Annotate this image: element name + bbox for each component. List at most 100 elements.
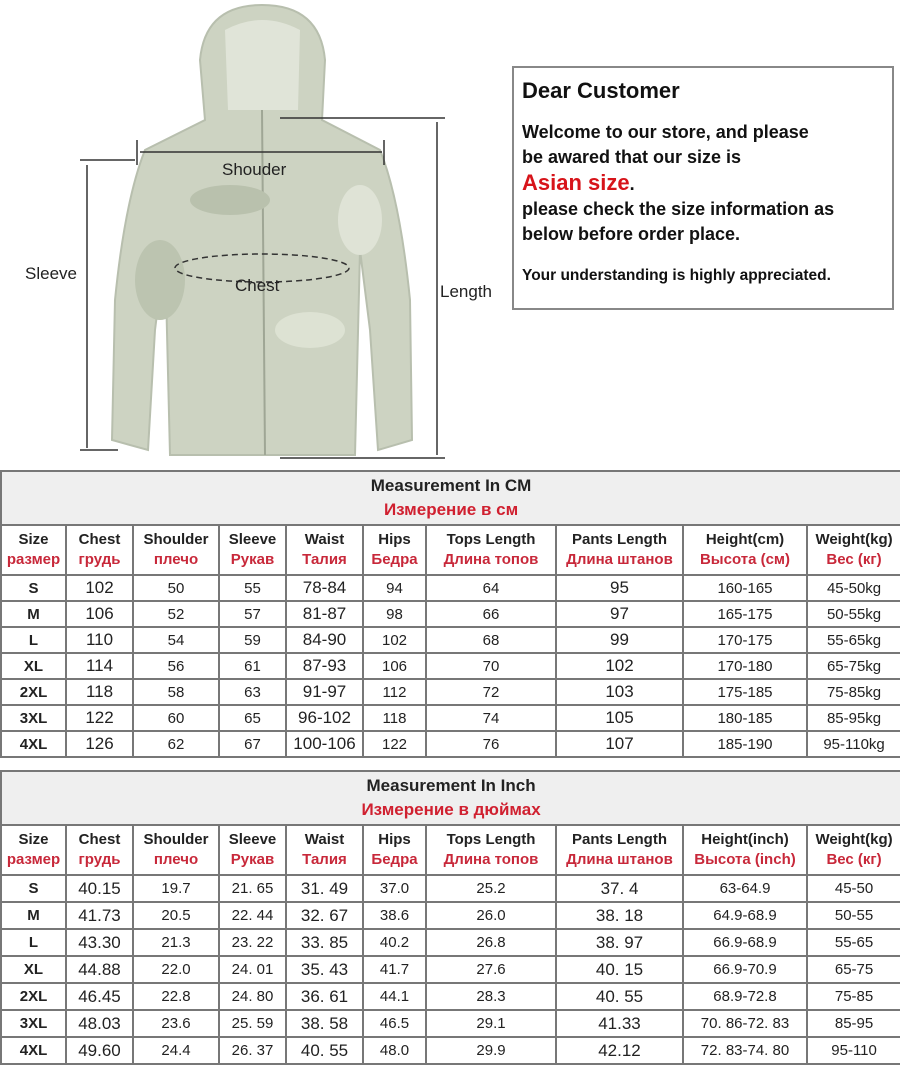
table-cell: 22.0 [132,955,220,984]
table-cell: 21. 65 [218,874,287,903]
notice-line: Welcome to our store, and please [522,122,809,142]
table-cell: 56 [132,652,220,680]
table-cell: 37.0 [362,874,427,903]
table-cell: 96-102 [285,704,364,732]
header-en: Size [18,831,49,848]
header-ru: Талия [302,551,347,568]
table-cell: 72 [425,678,557,706]
title-ru: Измерение в см [383,500,519,519]
table-cell: 38. 58 [285,1009,364,1038]
header-en: Weight(kg) [815,831,893,848]
column-header: Sleeve Рукав [218,824,287,876]
table-cell: 114 [65,652,134,680]
table-cell: 29.1 [425,1009,557,1038]
table-cell: 102 [65,574,134,602]
table-cell: 122 [362,730,427,758]
table-cell: 23. 22 [218,928,287,957]
table-cell: 28.3 [425,982,557,1011]
header-ru: Высота (inch) [694,851,796,868]
title-en: Measurement In Inch [366,776,536,795]
table-cell: 68 [425,626,557,654]
table-cell: M [0,901,67,930]
table-cell: 180-185 [682,704,808,732]
table-cell: 99 [555,626,684,654]
column-header: Size размер [0,524,67,576]
table-cell: 40. 15 [555,955,684,984]
column-header: Hips Бедра [362,524,427,576]
table-title-row: Measurement In Inch Измерение в дюймах [0,770,900,826]
table-cell: 95-110 [805,1036,900,1065]
table-cell: 66.9-70.9 [682,955,808,984]
table-cell: 170-180 [682,652,808,680]
table-cell: 35. 43 [285,955,364,984]
table-cell: XL [0,652,67,680]
jacket-diagram [80,3,445,459]
length-label: Length [440,282,492,301]
table-cell: 105 [555,704,684,732]
table-cell: 21.3 [132,928,220,957]
table-cell: 126 [65,730,134,758]
table-cell: 19.7 [132,874,220,903]
column-header: Tops Length Длина топов [425,824,557,876]
table-row: M 41.73 20.5 22. 44 32. 67 38.6 26.0 38. 18 64.9… [0,901,900,930]
column-header: Hips Бедра [362,824,427,876]
table-cell: 107 [555,730,684,758]
table-cell: 45-50kg [805,574,900,602]
table-cell: 95 [555,574,684,602]
table-cell: 66 [425,600,557,628]
header-en: Pants Length [571,531,667,548]
column-header: Pants Length Длина штанов [555,824,684,876]
table-cell: 65-75 [805,955,900,984]
table-cell: 70. 86-72. 83 [682,1009,808,1038]
table-cell: 68.9-72.8 [682,982,808,1011]
table-cell: 33. 85 [285,928,364,957]
table-cell: 41.7 [362,955,427,984]
header-ru: грудь [78,851,121,868]
table-row: M 106 52 57 81-87 98 66 97 165-175 50-55kg [0,600,900,628]
table-cell: 97 [555,600,684,628]
notice-line: please check the size information as [522,199,835,219]
table-cell: 75-85 [805,982,900,1011]
column-header: Weight(kg) Вес (кг) [805,524,900,576]
table-cell: 50-55kg [805,600,900,628]
header-en: Sleeve [228,531,277,548]
inch-table: Measurement In Inch Измерение в дюймах Siz… [0,770,900,1065]
header-row: Size размер Chest грудь Shoulder плечо Sleeve Р… [0,824,900,876]
header-ru: Вес (кг) [826,851,882,868]
table-cell: 46.45 [65,982,134,1011]
table-cell: 25. 59 [218,1009,287,1038]
table-cell: 100-106 [285,730,364,758]
table-cell: 48.0 [362,1036,427,1065]
table-cell: 112 [362,678,427,706]
chest-label: Chest [235,276,280,295]
table-cell: 38.6 [362,901,427,930]
table-cell: 2XL [0,982,67,1011]
table-cell: 55 [218,574,287,602]
customer-notice: Dear Customer Welcome to our store, and … [512,66,894,310]
header-ru: Бедра [371,551,418,568]
table-cell: 76 [425,730,557,758]
title-en: Measurement In CM [370,476,532,495]
table-cell: 43.30 [65,928,134,957]
header-ru: Талия [302,851,347,868]
table-cell: 87-93 [285,652,364,680]
asian-suffix: . [629,174,635,194]
header-en: Height(cm) [705,531,785,548]
notice-line: be awared that our size is [522,147,742,167]
column-header: Waist Талия [285,524,364,576]
column-header: Waist Талия [285,824,364,876]
table-cell: 45-50 [805,874,900,903]
table-cell: 165-175 [682,600,808,628]
header-en: Size [18,531,49,548]
table-cell: 118 [362,704,427,732]
header-ru: Длина топов [443,551,539,568]
table-cell: 50-55 [805,901,900,930]
table-cell: 185-190 [682,730,808,758]
table-cell: 106 [362,652,427,680]
table-cell: S [0,574,67,602]
table-cell: 48.03 [65,1009,134,1038]
table-row: 4XL 126 62 67 100-106 122 76 107 185-190 95-110kg [0,730,900,758]
table-cell: 85-95 [805,1009,900,1038]
table-cell: 44.88 [65,955,134,984]
table-cell: 22.8 [132,982,220,1011]
